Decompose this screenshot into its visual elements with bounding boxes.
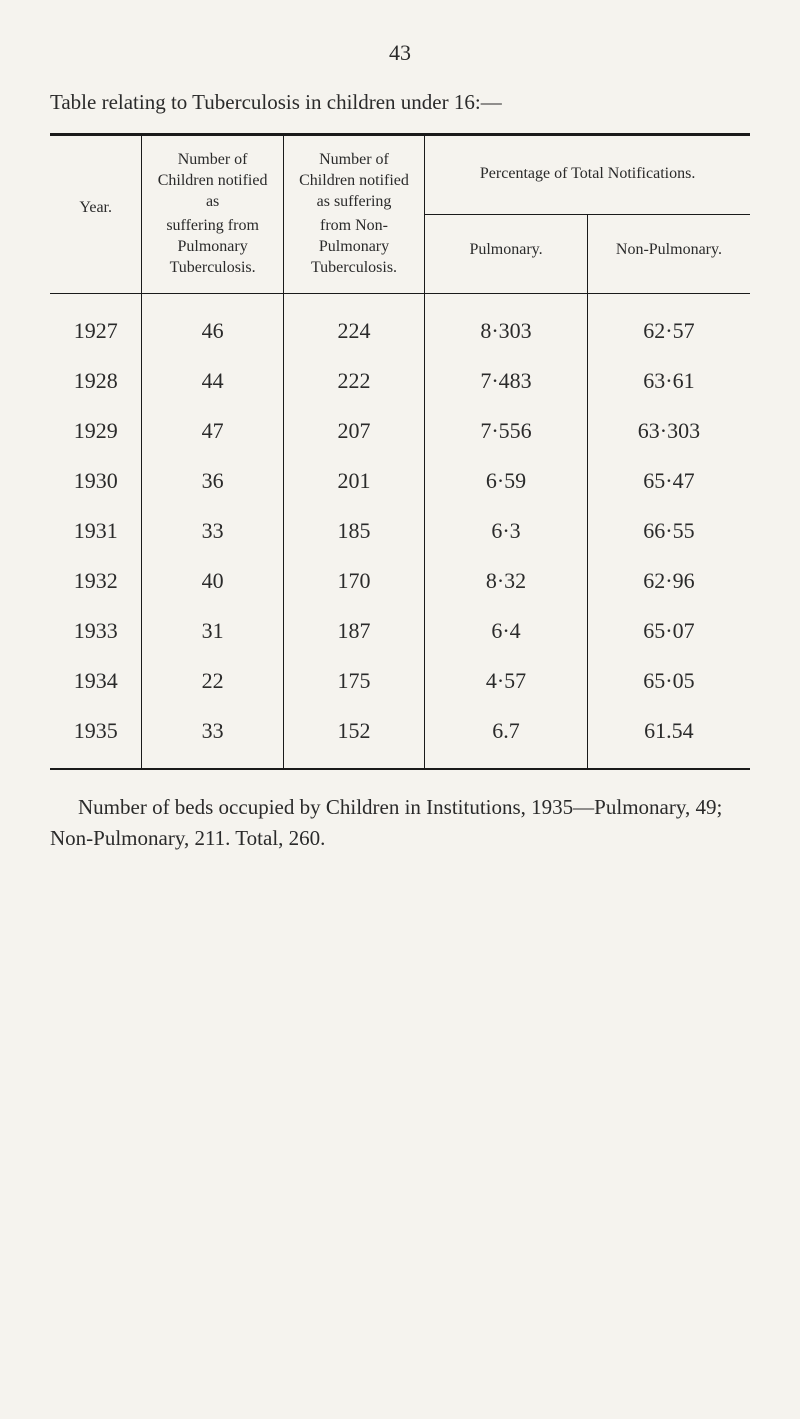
table-cell-pct_nonpulm: 65·05 xyxy=(587,656,750,706)
table-cell-nonpulm: 201 xyxy=(283,456,424,506)
table-cell-pulm: 33 xyxy=(142,506,283,556)
table-cell-pct_nonpulm: 65·47 xyxy=(587,456,750,506)
footer-note: Number of beds occupied by Children in I… xyxy=(50,792,750,855)
header-pct-pulm: Pulmonary. xyxy=(425,214,588,293)
table-cell-pct_pulm: 8·303 xyxy=(425,293,588,356)
table-cell-year: 1931 xyxy=(50,506,142,556)
table-cell-pulm: 47 xyxy=(142,406,283,456)
table-cell-year: 1927 xyxy=(50,293,142,356)
table-cell-year: 1935 xyxy=(50,706,142,769)
table-cell-pct_pulm: 7·556 xyxy=(425,406,588,456)
table-cell-pct_nonpulm: 62·57 xyxy=(587,293,750,356)
table-cell-pct_pulm: 6·3 xyxy=(425,506,588,556)
table-cell-nonpulm: 170 xyxy=(283,556,424,606)
header-year: Year. xyxy=(50,135,142,294)
table-cell-pct_pulm: 6·4 xyxy=(425,606,588,656)
table-cell-year: 1934 xyxy=(50,656,142,706)
header-col3-bottom: from Non-Pulmonary Tuberculosis. xyxy=(283,214,424,293)
table-cell-nonpulm: 152 xyxy=(283,706,424,769)
table-cell-nonpulm: 224 xyxy=(283,293,424,356)
table-cell-pct_nonpulm: 63·61 xyxy=(587,356,750,406)
table-cell-pct_pulm: 4·57 xyxy=(425,656,588,706)
table-cell-year: 1933 xyxy=(50,606,142,656)
table-cell-year: 1929 xyxy=(50,406,142,456)
table-cell-nonpulm: 185 xyxy=(283,506,424,556)
table-cell-year: 1930 xyxy=(50,456,142,506)
table-cell-pulm: 44 xyxy=(142,356,283,406)
table-row: 1927462248·30362·57 xyxy=(50,293,750,356)
table-cell-nonpulm: 175 xyxy=(283,656,424,706)
table-cell-pct_pulm: 8·32 xyxy=(425,556,588,606)
header-col3-top: Number of Children notified as suffering xyxy=(283,135,424,215)
table-row: 1934221754·5765·05 xyxy=(50,656,750,706)
header-col2-bottom: suffering from Pulmonary Tuberculosis. xyxy=(142,214,283,293)
header-pct-nonpulm: Non-Pulmonary. xyxy=(587,214,750,293)
table-row: 1935331526.761.54 xyxy=(50,706,750,769)
header-col2-top: Number of Children notified as xyxy=(142,135,283,215)
table-cell-nonpulm: 207 xyxy=(283,406,424,456)
table-cell-nonpulm: 222 xyxy=(283,356,424,406)
table-cell-pct_nonpulm: 66·55 xyxy=(587,506,750,556)
table-cell-pulm: 33 xyxy=(142,706,283,769)
table-cell-nonpulm: 187 xyxy=(283,606,424,656)
page-number: 43 xyxy=(50,40,750,66)
table-row: 1930362016·5965·47 xyxy=(50,456,750,506)
tuberculosis-table: Year. Number of Children notified as Num… xyxy=(50,133,750,770)
table-title: Table relating to Tuberculosis in childr… xyxy=(50,90,750,115)
table-row: 1931331856·366·55 xyxy=(50,506,750,556)
table-cell-pct_pulm: 6·59 xyxy=(425,456,588,506)
table-cell-pct_pulm: 6.7 xyxy=(425,706,588,769)
table-cell-pulm: 31 xyxy=(142,606,283,656)
table-cell-pulm: 22 xyxy=(142,656,283,706)
table-cell-year: 1928 xyxy=(50,356,142,406)
table-row: 1933311876·465·07 xyxy=(50,606,750,656)
table-cell-pct_nonpulm: 61.54 xyxy=(587,706,750,769)
table-row: 1929472077·55663·303 xyxy=(50,406,750,456)
table-cell-pct_nonpulm: 63·303 xyxy=(587,406,750,456)
table-cell-pct_nonpulm: 62·96 xyxy=(587,556,750,606)
table-cell-pct_nonpulm: 65·07 xyxy=(587,606,750,656)
table-cell-pulm: 40 xyxy=(142,556,283,606)
header-pct-span: Percentage of Total Notifications. xyxy=(425,135,750,215)
table-cell-pulm: 36 xyxy=(142,456,283,506)
table-cell-pct_pulm: 7·483 xyxy=(425,356,588,406)
table-row: 1928442227·48363·61 xyxy=(50,356,750,406)
table-cell-year: 1932 xyxy=(50,556,142,606)
table-row: 1932401708·3262·96 xyxy=(50,556,750,606)
table-cell-pulm: 46 xyxy=(142,293,283,356)
